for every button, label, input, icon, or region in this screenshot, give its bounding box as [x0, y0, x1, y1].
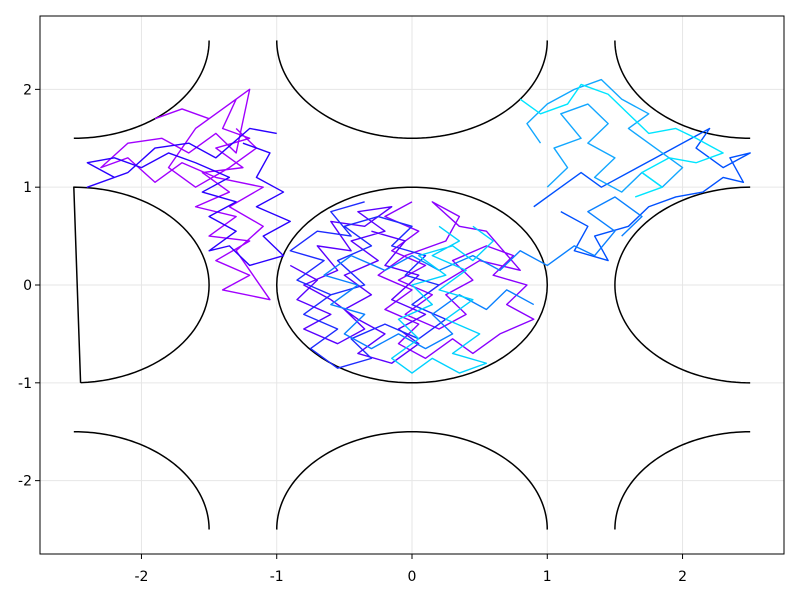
y-axis-ticks: -2 -1 0 1 2: [18, 82, 40, 490]
boundary-curve: [73, 430, 210, 530]
trajectory-line-6: [533, 127, 751, 262]
trajectory-series: [86, 78, 751, 374]
boundary-curve: [614, 430, 751, 530]
x-tick-label: 2: [678, 569, 687, 585]
y-tick-label: 0: [23, 278, 32, 294]
boundary-curve: [275, 430, 549, 530]
trajectory-line-2: [377, 201, 535, 360]
x-tick-label: -2: [134, 569, 148, 585]
trajectory-line-10: [519, 83, 724, 198]
trajectory-line-5: [289, 201, 447, 369]
trajectory-line-1: [100, 88, 271, 301]
trajectory-line-7: [323, 196, 643, 350]
boundary-curve: [614, 186, 751, 384]
boundary-curve: [73, 186, 210, 384]
trajectory-line-4: [86, 127, 291, 267]
x-tick-label: -1: [270, 569, 284, 585]
billiard-boundaries: [73, 40, 751, 530]
boundary-curve: [73, 40, 210, 140]
x-tick-label: 0: [408, 569, 417, 585]
y-tick-label: 2: [23, 82, 32, 98]
trajectory-line-3: [289, 206, 427, 364]
y-tick-label: 1: [23, 180, 32, 196]
trajectory-line-8: [526, 78, 684, 193]
boundary-curve: [275, 40, 549, 140]
boundary-curve: [275, 186, 549, 384]
boundary-curve: [614, 40, 751, 140]
y-tick-label: -2: [18, 474, 32, 490]
trajectory-line-9: [391, 225, 494, 374]
x-tick-label: 1: [543, 569, 552, 585]
x-axis-ticks: -2 -1 0 1 2: [134, 554, 687, 585]
y-tick-label: -1: [18, 376, 32, 392]
